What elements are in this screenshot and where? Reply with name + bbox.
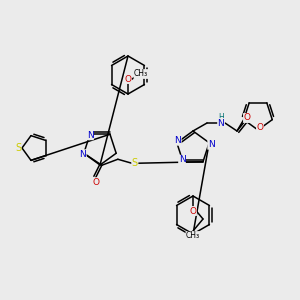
Text: O: O [92, 178, 99, 187]
Text: N: N [208, 140, 214, 149]
Text: O: O [256, 124, 263, 133]
Text: N: N [87, 131, 93, 140]
Text: S: S [132, 158, 138, 168]
Text: CH₃: CH₃ [186, 232, 200, 241]
Text: N: N [80, 150, 86, 159]
Text: H: H [218, 112, 224, 122]
Text: N: N [178, 155, 185, 164]
Text: N: N [175, 136, 181, 145]
Text: CH₃: CH₃ [134, 70, 148, 79]
Text: S: S [15, 143, 21, 153]
Text: O: O [124, 74, 131, 83]
Text: N: N [218, 118, 224, 127]
Text: O: O [244, 113, 250, 122]
Text: O: O [190, 206, 196, 215]
